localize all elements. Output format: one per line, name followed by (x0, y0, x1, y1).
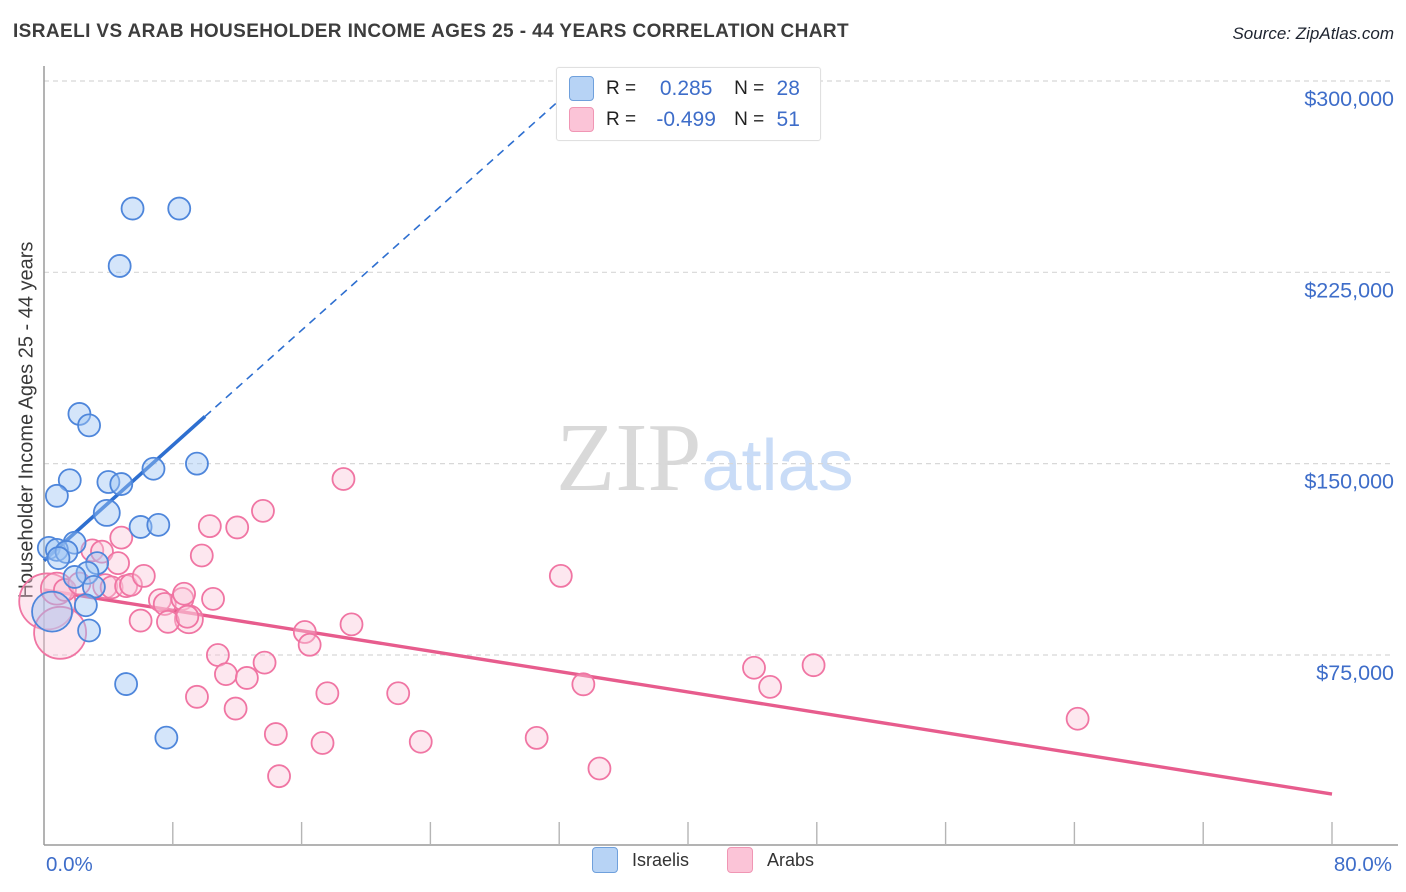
data-point-arabs[interactable] (201, 586, 225, 611)
data-point-arabs[interactable] (1065, 706, 1090, 731)
data-point-arabs[interactable] (33, 605, 87, 660)
stats-row-arabs: R = -0.499 N = 51 (569, 107, 806, 132)
arabs-swatch-icon (569, 107, 594, 132)
data-point-arabs[interactable] (223, 696, 248, 721)
data-point-arabs[interactable] (156, 609, 180, 634)
data-point-arabs[interactable] (189, 543, 214, 568)
data-point-arabs[interactable] (548, 564, 573, 588)
data-point-israelis[interactable] (109, 472, 134, 496)
data-point-israelis[interactable] (92, 498, 121, 527)
y-tick-label: $150,000 (1304, 470, 1394, 494)
data-point-arabs[interactable] (587, 756, 612, 781)
data-point-arabs[interactable] (251, 498, 275, 523)
page-title: ISRAELI VS ARAB HOUSEHOLDER INCOME AGES … (13, 21, 849, 42)
data-point-arabs[interactable] (214, 662, 238, 687)
x-min-label: 0.0% (46, 853, 93, 876)
israelis-trend-dashed (204, 96, 563, 418)
data-point-israelis[interactable] (185, 451, 209, 476)
data-point-arabs[interactable] (267, 764, 291, 789)
data-point-arabs[interactable] (742, 655, 766, 680)
data-point-arabs[interactable] (128, 608, 153, 633)
israelis-legend-swatch-icon (591, 847, 618, 873)
data-point-israelis[interactable] (141, 456, 166, 481)
r-label: R = (606, 77, 637, 99)
data-point-israelis[interactable] (62, 530, 87, 555)
data-point-arabs[interactable] (297, 632, 322, 657)
israelis-swatch-icon (569, 76, 594, 101)
data-point-arabs[interactable] (310, 731, 335, 755)
data-point-arabs[interactable] (801, 653, 826, 678)
data-point-israelis[interactable] (57, 468, 82, 493)
data-point-arabs[interactable] (252, 650, 277, 675)
data-point-arabs[interactable] (90, 539, 114, 564)
data-point-israelis[interactable] (62, 565, 87, 589)
r-value-arabs: -0.499 (656, 107, 716, 131)
israelis-trend-line (42, 415, 207, 562)
stats-row-israelis: R = 0.285 N = 28 (569, 76, 806, 101)
legend-label-israelis: Israelis (631, 849, 689, 870)
data-point-arabs[interactable] (292, 620, 317, 644)
y-tick-label: $225,000 (1304, 278, 1394, 302)
n-label: N = (734, 77, 765, 99)
y-tick-label: $75,000 (1316, 661, 1394, 685)
data-point-arabs[interactable] (225, 515, 250, 540)
data-point-israelis[interactable] (114, 672, 139, 696)
arabs-trend-line (43, 588, 1333, 796)
data-point-israelis[interactable] (73, 593, 98, 618)
data-point-arabs[interactable] (53, 578, 77, 602)
r-value-israelis: 0.285 (659, 76, 713, 100)
data-point-israelis[interactable] (85, 551, 110, 576)
data-point-arabs[interactable] (263, 722, 288, 746)
data-point-arabs[interactable] (315, 681, 340, 706)
legend-item-israelis[interactable]: Israelis (591, 847, 689, 873)
data-point-israelis[interactable] (44, 483, 69, 508)
data-point-israelis[interactable] (77, 618, 101, 643)
data-point-israelis[interactable] (44, 537, 69, 562)
data-point-israelis[interactable] (154, 725, 179, 750)
data-point-arabs[interactable] (758, 674, 783, 699)
data-point-arabs[interactable] (386, 681, 411, 706)
y-tick-label: $300,000 (1304, 87, 1394, 111)
data-point-israelis[interactable] (46, 546, 71, 570)
legend-label-arabs: Arabs (766, 849, 815, 870)
data-point-arabs[interactable] (119, 572, 143, 597)
data-point-arabs[interactable] (172, 581, 196, 606)
data-point-arabs[interactable] (185, 684, 209, 709)
correlation-stats-box: R = 0.285 N = 28 R = -0.499 N = 51 (556, 67, 822, 141)
data-point-israelis[interactable] (128, 515, 153, 539)
series-legend: Israelis Arabs (0, 847, 1406, 873)
data-point-israelis[interactable] (75, 560, 100, 585)
data-point-arabs[interactable] (152, 592, 177, 616)
data-point-arabs[interactable] (131, 564, 156, 588)
data-point-arabs[interactable] (197, 514, 222, 539)
data-point-arabs[interactable] (234, 666, 259, 690)
r-label: R = (606, 108, 637, 130)
legend-item-arabs[interactable]: Arabs (726, 847, 815, 873)
data-point-arabs[interactable] (571, 672, 596, 697)
n-label: N = (734, 108, 765, 130)
x-max-label: 80.0% (1334, 853, 1392, 876)
data-point-israelis[interactable] (146, 512, 171, 537)
data-point-israelis[interactable] (31, 590, 73, 633)
data-point-arabs[interactable] (331, 467, 356, 491)
data-point-arabs[interactable] (408, 729, 433, 754)
data-point-arabs[interactable] (175, 604, 200, 629)
data-point-israelis[interactable] (77, 413, 101, 438)
data-point-arabs[interactable] (106, 551, 130, 576)
n-value-arabs: 51 (776, 107, 800, 131)
data-point-israelis[interactable] (167, 196, 192, 221)
data-point-israelis[interactable] (120, 196, 145, 221)
arabs-legend-swatch-icon (726, 847, 753, 873)
data-point-arabs[interactable] (524, 725, 549, 750)
source-attribution: Source: ZipAtlas.com (1232, 24, 1394, 43)
n-value-israelis: 28 (776, 76, 800, 100)
data-point-arabs[interactable] (339, 612, 364, 637)
watermark: ZIPatlas (556, 404, 854, 511)
data-point-arabs[interactable] (109, 525, 134, 550)
data-point-israelis[interactable] (107, 254, 132, 278)
